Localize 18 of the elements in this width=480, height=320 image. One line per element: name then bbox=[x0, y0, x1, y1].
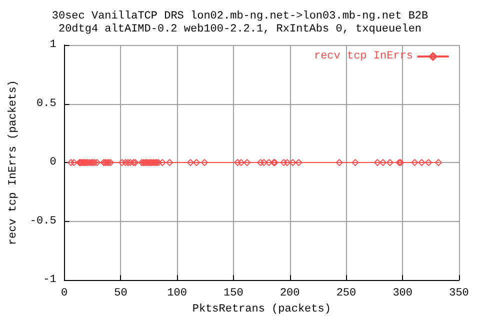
x-tick-label: 100 bbox=[167, 288, 187, 300]
x-tick-label: 350 bbox=[449, 288, 469, 300]
x-tick-label: 150 bbox=[224, 288, 244, 300]
x-tick-label: 300 bbox=[392, 288, 413, 300]
y-tick-label: -1 bbox=[43, 274, 57, 286]
x-tick-label: 250 bbox=[336, 288, 356, 300]
x-tick-label: 200 bbox=[280, 288, 300, 300]
y-tick-label: -0.5 bbox=[30, 215, 56, 228]
y-tick-label: 0 bbox=[50, 156, 56, 169]
chart-title: 30sec VanillaTCP DRS lon02.mb-ng.net->lon03.mb-ng.net B2B bbox=[52, 10, 429, 22]
x-tick-label: 0 bbox=[61, 288, 68, 300]
legend-label: recv tcp InErrs bbox=[314, 50, 413, 62]
chart-subtitle: 20dtg4 altAIMD-0.2 web100-2.2.1, RxIntAbs 0, txqueuelen bbox=[58, 24, 422, 36]
x-tick-label: 50 bbox=[114, 288, 128, 300]
x-axis-title: PktsRetrans (packets) bbox=[192, 304, 331, 316]
y-tick-label: 0.5 bbox=[36, 98, 56, 110]
y-axis-title: recv tcp InErrs (packets) bbox=[8, 80, 20, 246]
y-tick-label: 1 bbox=[50, 39, 57, 51]
